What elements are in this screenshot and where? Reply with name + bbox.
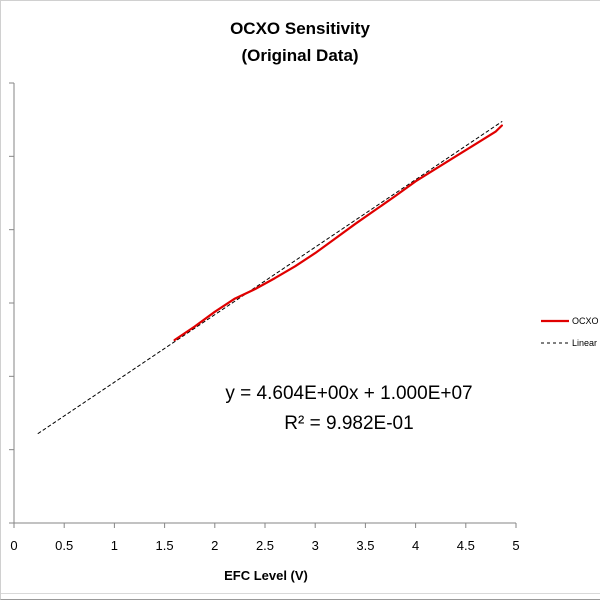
x-tick-label-5: 2.5 — [256, 538, 274, 553]
x-tick-label-6: 3 — [312, 538, 319, 553]
r-squared-annotation: R² = 9.982E-01 — [284, 413, 413, 434]
bottom-rule — [1, 593, 600, 594]
x-tick-label-4: 2 — [211, 538, 218, 553]
axes-layer: 0 0.5 1 1.5 2 2.5 3 3.5 4 4.5 5 — [9, 82, 520, 553]
legend-label-linear: Linear — [572, 338, 597, 348]
legend-label-ocxo: OCXO — [572, 316, 599, 326]
series-line-ocxo — [173, 124, 503, 342]
x-tick-label-9: 4.5 — [457, 538, 475, 553]
series-layer — [37, 121, 503, 434]
x-tick-label-10: 5 — [512, 538, 519, 553]
x-tick-label-3: 1.5 — [156, 538, 174, 553]
series-line-linear — [37, 121, 503, 434]
equation-annotation: y = 4.604E+00x + 1.000E+07 — [225, 383, 472, 404]
x-tick-label-7: 3.5 — [356, 538, 374, 553]
x-tick-label-2: 1 — [111, 538, 118, 553]
x-axis-label: EFC Level (V) — [224, 568, 308, 583]
legend: OCXO Linear — [541, 316, 599, 348]
chart-title-line-1: OCXO Sensitivity — [230, 19, 370, 38]
x-tick-label-0: 0 — [10, 538, 17, 553]
x-tick-label-8: 4 — [412, 538, 419, 553]
x-tick-label-1: 0.5 — [55, 538, 73, 553]
chart-title-line-2: (Original Data) — [241, 46, 358, 65]
